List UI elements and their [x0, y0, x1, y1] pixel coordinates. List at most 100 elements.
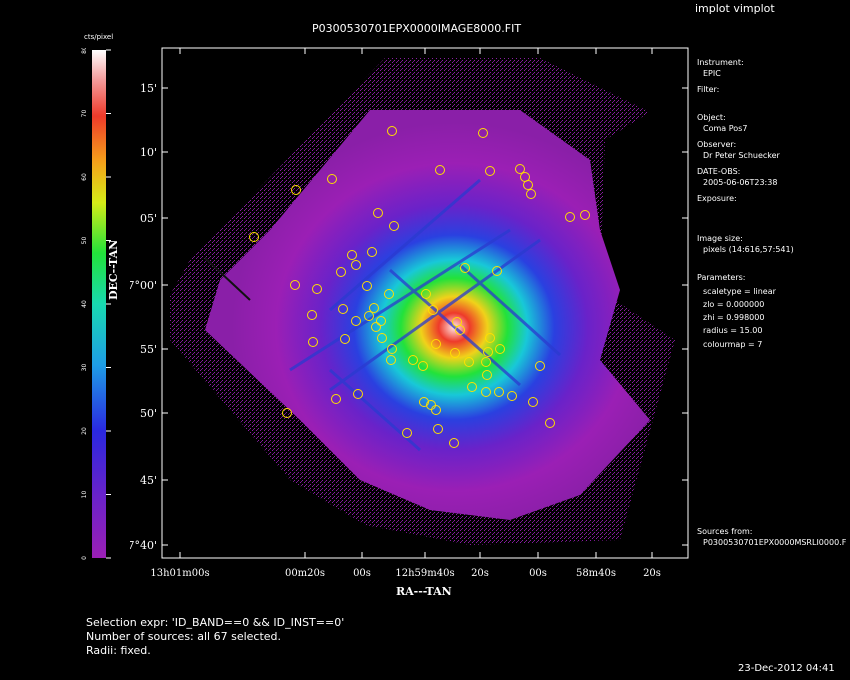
info-filter-label: Filter:	[697, 85, 720, 94]
source-circle[interactable]	[478, 128, 488, 138]
source-circle[interactable]	[485, 333, 495, 343]
source-circle[interactable]	[565, 212, 575, 222]
ra-tick-label: 20s	[471, 568, 489, 579]
source-circle[interactable]	[507, 391, 517, 401]
image-plot[interactable]: 15' 10' 05' 27°00' 55' 50' 45' 27°40' 13h01m00s…	[130, 40, 700, 610]
source-circle[interactable]	[494, 387, 504, 397]
source-circle[interactable]	[340, 334, 350, 344]
source-circle[interactable]	[408, 355, 418, 365]
source-circle[interactable]	[481, 387, 491, 397]
source-circle[interactable]	[545, 418, 555, 428]
source-circle[interactable]	[386, 355, 396, 365]
source-circle[interactable]	[387, 126, 397, 136]
source-circle[interactable]	[282, 408, 292, 418]
source-circle[interactable]	[460, 263, 470, 273]
dec-tick-label: 45'	[140, 474, 157, 487]
source-circle[interactable]	[431, 339, 441, 349]
source-circle[interactable]	[426, 400, 436, 410]
source-circle[interactable]	[467, 382, 477, 392]
source-circle[interactable]	[402, 428, 412, 438]
info-instrument-label: Instrument:	[697, 58, 744, 67]
source-circle[interactable]	[387, 344, 397, 354]
source-circle[interactable]	[307, 310, 317, 320]
colorbar-gradient	[92, 50, 106, 558]
ra-tick-label: 00m20s	[285, 568, 325, 579]
source-circle[interactable]	[515, 164, 525, 174]
ra-tick-label: 00s	[529, 568, 547, 579]
source-circle[interactable]	[485, 166, 495, 176]
colorbar-tick-label: 40	[81, 300, 88, 308]
info-params-label: Parameters:	[697, 273, 746, 282]
source-circle[interactable]	[428, 305, 438, 315]
source-circle[interactable]	[528, 397, 538, 407]
source-circle[interactable]	[389, 221, 399, 231]
info-date-value: 2005-06-06T23:38	[703, 178, 778, 187]
source-circle[interactable]	[431, 405, 441, 415]
colorbar-tick-label: 30	[81, 364, 88, 372]
source-circle[interactable]	[384, 289, 394, 299]
info-param-radius: radius = 15.00	[703, 326, 763, 335]
source-circle[interactable]	[481, 357, 491, 367]
source-circle[interactable]	[291, 185, 301, 195]
source-circle[interactable]	[351, 260, 361, 270]
source-circle[interactable]	[312, 284, 322, 294]
source-circle[interactable]	[482, 370, 492, 380]
ra-tick-label: 12h59m40s	[395, 568, 454, 579]
source-circle[interactable]	[433, 424, 443, 434]
info-param-zlo: zlo = 0.000000	[703, 300, 765, 309]
source-circle[interactable]	[338, 304, 348, 314]
info-param-zhi: zhi = 0.998000	[703, 313, 765, 322]
info-object-value: Coma Pos7	[703, 124, 748, 133]
source-circle[interactable]	[353, 389, 363, 399]
colorbar-tick-label: 10	[81, 491, 88, 499]
info-param-colourmap: colourmap = 7	[703, 340, 763, 349]
source-circle[interactable]	[535, 361, 545, 371]
source-circle[interactable]	[327, 174, 337, 184]
info-object-label: Object:	[697, 113, 726, 122]
dec-tick-label: 27°00'	[130, 279, 157, 292]
source-circle[interactable]	[347, 250, 357, 260]
ra-tick-label: 58m40s	[576, 568, 616, 579]
colorbar-tick-label: 50	[81, 237, 88, 245]
ra-tick-label: 13h01m00s	[150, 568, 209, 579]
source-circle[interactable]	[419, 397, 429, 407]
source-circle[interactable]	[249, 232, 259, 242]
source-circle[interactable]	[483, 347, 493, 357]
source-circle[interactable]	[331, 394, 341, 404]
source-circle[interactable]	[371, 322, 381, 332]
source-circle[interactable]	[450, 348, 460, 358]
source-circle[interactable]	[336, 267, 346, 277]
source-circle[interactable]	[435, 165, 445, 175]
source-circle[interactable]	[421, 289, 431, 299]
source-circle[interactable]	[526, 189, 536, 199]
colorbar-tick-label: 70	[81, 110, 88, 118]
source-circle[interactable]	[369, 303, 379, 313]
source-circle[interactable]	[418, 361, 428, 371]
source-circle[interactable]	[290, 280, 300, 290]
info-observer-value: Dr Peter Schuecker	[703, 151, 780, 160]
source-circle[interactable]	[495, 344, 505, 354]
dec-tick-label: 05'	[140, 212, 157, 225]
source-circle[interactable]	[377, 333, 387, 343]
source-circle[interactable]	[492, 266, 502, 276]
plot-title: P0300530701EPX0000IMAGE8000.FIT	[312, 22, 522, 35]
source-circle[interactable]	[455, 325, 465, 335]
source-circle[interactable]	[351, 316, 361, 326]
source-circle[interactable]	[308, 337, 318, 347]
info-exposure-label: Exposure:	[697, 194, 737, 203]
x-axis-label: RA---TAN	[396, 585, 452, 598]
source-circle[interactable]	[449, 438, 459, 448]
source-circle[interactable]	[580, 210, 590, 220]
info-sources-label: Sources from:	[697, 527, 753, 536]
selection-radii: Radii: fixed.	[86, 644, 151, 657]
source-circle[interactable]	[523, 180, 533, 190]
source-circle[interactable]	[362, 281, 372, 291]
source-circle[interactable]	[376, 316, 386, 326]
source-circle[interactable]	[464, 357, 474, 367]
colorbar-tick-label: 80	[81, 48, 88, 54]
source-circle[interactable]	[367, 247, 377, 257]
source-circle[interactable]	[364, 311, 374, 321]
app-title: implot vimplot	[695, 2, 775, 15]
colorbar-title: cts/pixel	[84, 33, 114, 41]
source-circle[interactable]	[373, 208, 383, 218]
